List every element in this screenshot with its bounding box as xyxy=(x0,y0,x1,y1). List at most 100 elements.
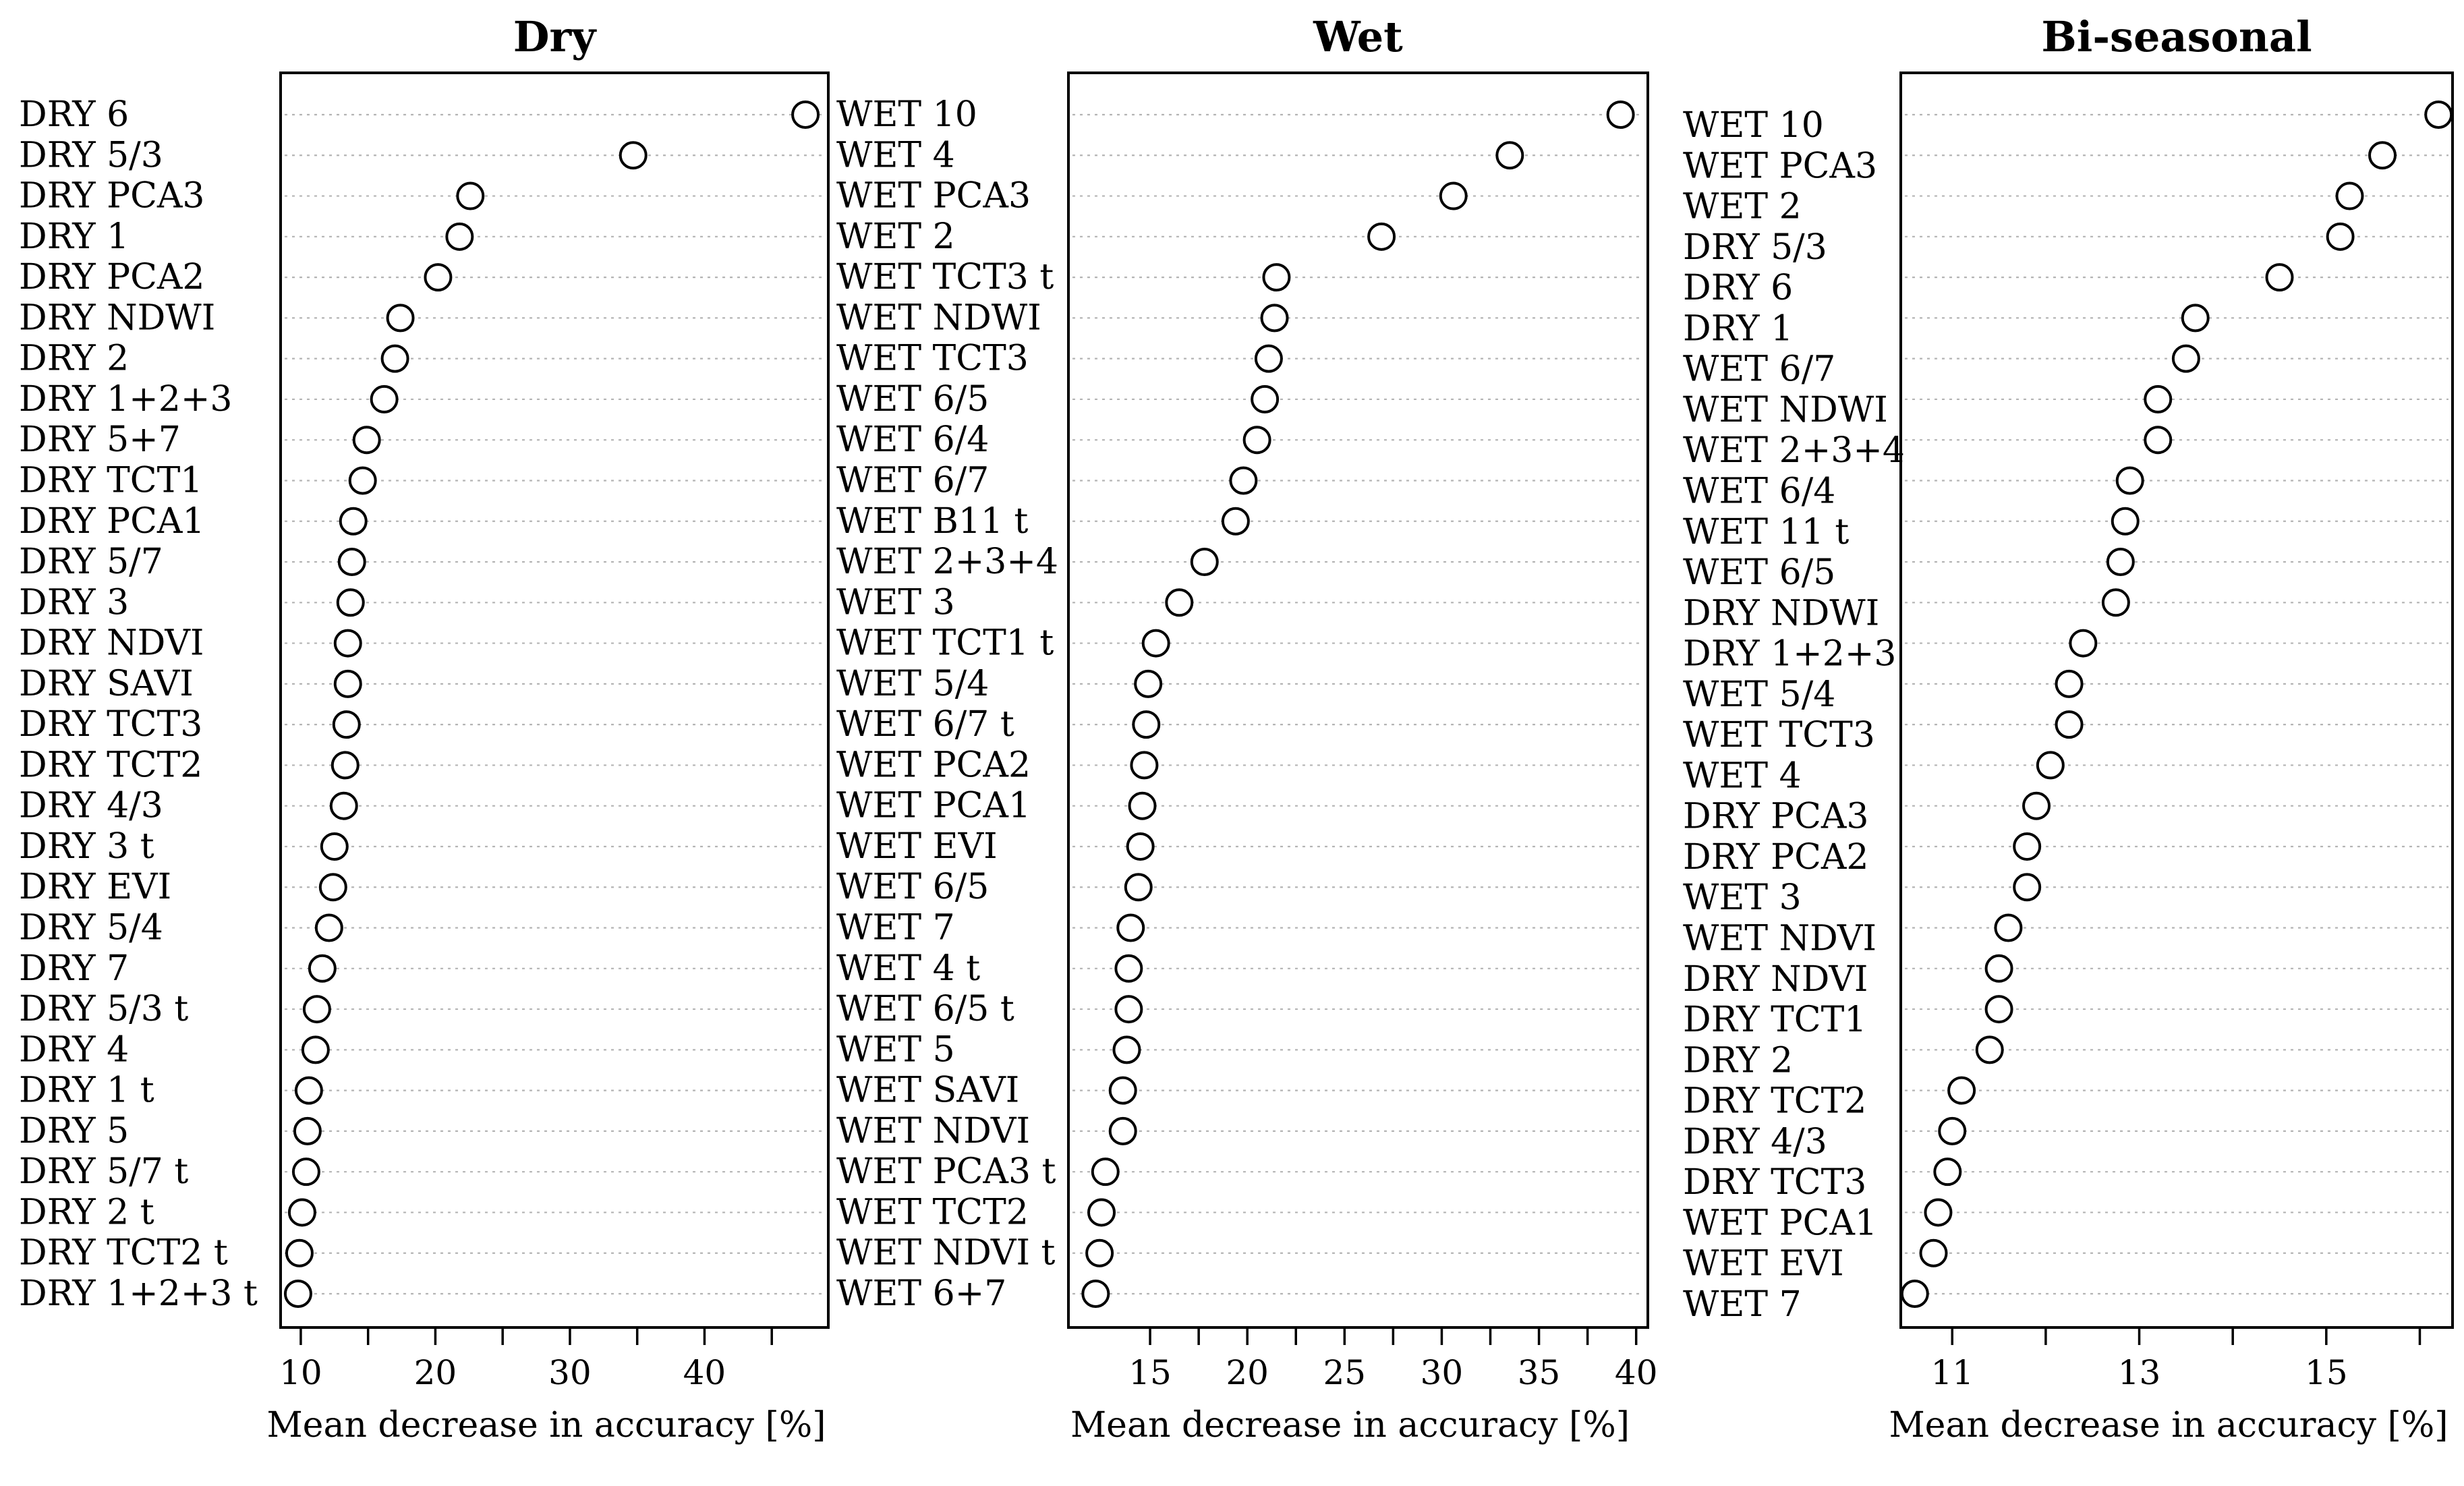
wet-point xyxy=(1134,669,1163,698)
bi-point xyxy=(2101,588,2130,617)
bi-category-label: DRY TCT1 xyxy=(1683,1000,1866,1040)
dry-category-label: DRY TCT2 t xyxy=(19,1233,228,1274)
bi-point xyxy=(2144,426,2173,455)
dry-point xyxy=(320,832,349,861)
bi-point xyxy=(1919,1238,1948,1267)
dry-point xyxy=(308,954,337,983)
bi-point xyxy=(1900,1280,1929,1308)
wet-category-label: WET PCA1 xyxy=(836,786,1031,826)
bi-x-axis-label: Mean decrease in accuracy [%] xyxy=(1889,1405,2448,1446)
wet-point xyxy=(1126,832,1155,861)
wet-point xyxy=(1190,548,1219,577)
bi-point xyxy=(1984,954,2013,983)
dry-point xyxy=(445,222,474,251)
dry-category-label: DRY EVI xyxy=(19,867,171,907)
bi-point xyxy=(1924,1198,1953,1227)
dry-point xyxy=(424,263,453,292)
dry-point xyxy=(370,384,399,413)
wet-category-label: WET PCA3 xyxy=(836,176,1031,217)
bi-point xyxy=(2335,181,2364,210)
dry-point xyxy=(456,181,485,210)
wet-point xyxy=(1116,913,1145,942)
wet-category-label: WET 5 xyxy=(836,1029,955,1070)
wet-category-label: WET 4 xyxy=(836,135,955,175)
bi-point xyxy=(2055,669,2084,698)
dry-category-label: DRY 7 xyxy=(19,948,129,989)
dry-category-label: DRY 2 xyxy=(19,339,129,379)
wet-point xyxy=(1132,710,1161,739)
bi-category-label: WET 6/4 xyxy=(1683,471,1835,511)
bi-category-label: WET 6/5 xyxy=(1683,552,1835,593)
bi-point xyxy=(1984,995,2013,1024)
dry-point xyxy=(294,1076,323,1105)
dry-category-label: DRY 5 xyxy=(19,1111,129,1151)
bi-category-label: DRY 5/3 xyxy=(1683,227,1827,268)
bi-category-label: WET 2+3+4 xyxy=(1683,430,1905,471)
wet-category-label: WET EVI xyxy=(836,826,998,867)
dry-category-label: DRY 1+2+3 t xyxy=(19,1274,258,1314)
bi-category-label: DRY 2 xyxy=(1683,1040,1793,1081)
bi-point xyxy=(1947,1076,1976,1105)
wet-point xyxy=(1128,791,1157,820)
bi-category-label: DRY 1+2+3 xyxy=(1683,634,1897,675)
wet-category-label: WET NDWI xyxy=(836,297,1041,338)
dry-category-label: DRY PCA2 xyxy=(19,257,205,297)
dry-point xyxy=(352,426,381,455)
bi-point xyxy=(2265,263,2294,292)
wet-point xyxy=(1439,181,1468,210)
wet-plot-frame xyxy=(1067,72,1649,1329)
bi-category-label: DRY 6 xyxy=(1683,268,1793,308)
dry-category-label: DRY 5+7 xyxy=(19,420,181,460)
wet-point xyxy=(1229,466,1258,495)
dry-point xyxy=(619,141,648,170)
wet-category-label: WET PCA3 t xyxy=(836,1151,1056,1192)
bi-point xyxy=(2171,344,2200,373)
bi-category-label: WET 6/7 xyxy=(1683,349,1835,390)
dry-category-label: DRY 3 t xyxy=(19,826,154,867)
dry-category-label: DRY 1 t xyxy=(19,1070,154,1111)
dry-category-label: DRY PCA1 xyxy=(19,501,205,542)
bi-point xyxy=(1933,1158,1962,1187)
dry-point xyxy=(287,1198,316,1227)
wet-point xyxy=(1081,1280,1110,1308)
dry-category-label: DRY NDVI xyxy=(19,623,204,664)
bi-point xyxy=(2036,751,2065,780)
wet-category-label: WET NDVI t xyxy=(836,1233,1056,1274)
bi-point xyxy=(2424,101,2453,129)
wet-category-label: WET SAVI xyxy=(836,1070,1019,1111)
wet-category-label: WET 10 xyxy=(836,94,977,135)
wet-category-label: WET 4 t xyxy=(836,948,980,989)
wet-category-label: WET 6+7 xyxy=(836,1274,1006,1314)
bi-category-label: WET 7 xyxy=(1683,1284,1802,1325)
bi-category-label: WET PCA3 xyxy=(1683,146,1877,186)
bi-category-label: DRY TCT2 xyxy=(1683,1081,1866,1122)
wet-x-tick-label: 30 xyxy=(1421,1353,1464,1392)
dry-point xyxy=(339,507,368,536)
dry-x-tick-label: 40 xyxy=(683,1353,726,1392)
bi-point xyxy=(2111,507,2140,536)
bi-category-label: WET 11 t xyxy=(1683,512,1849,552)
wet-point xyxy=(1108,1116,1137,1145)
dry-point xyxy=(301,1035,330,1064)
dry-category-label: DRY 1 xyxy=(19,217,129,257)
bi-category-label: WET 4 xyxy=(1683,755,1802,796)
bi-point xyxy=(1994,913,2023,942)
dry-category-label: DRY TCT1 xyxy=(19,460,202,501)
bi-category-label: WET NDWI xyxy=(1683,390,1888,430)
bi-category-label: WET 2 xyxy=(1683,187,1802,227)
bi-point xyxy=(1975,1035,2004,1064)
bi-plot-frame xyxy=(1899,72,2454,1329)
wet-point xyxy=(1112,1035,1141,1064)
dry-category-label: DRY 4/3 xyxy=(19,786,163,826)
dry-title: Dry xyxy=(513,12,597,61)
wet-point xyxy=(1165,588,1194,617)
dry-point xyxy=(329,791,358,820)
bi-category-label: DRY 4/3 xyxy=(1683,1122,1827,1162)
dry-category-label: DRY 3 xyxy=(19,582,129,623)
wet-point xyxy=(1114,954,1143,983)
bi-category-label: WET NDVI xyxy=(1683,919,1876,959)
dry-point xyxy=(331,751,360,780)
wet-point xyxy=(1254,344,1283,373)
